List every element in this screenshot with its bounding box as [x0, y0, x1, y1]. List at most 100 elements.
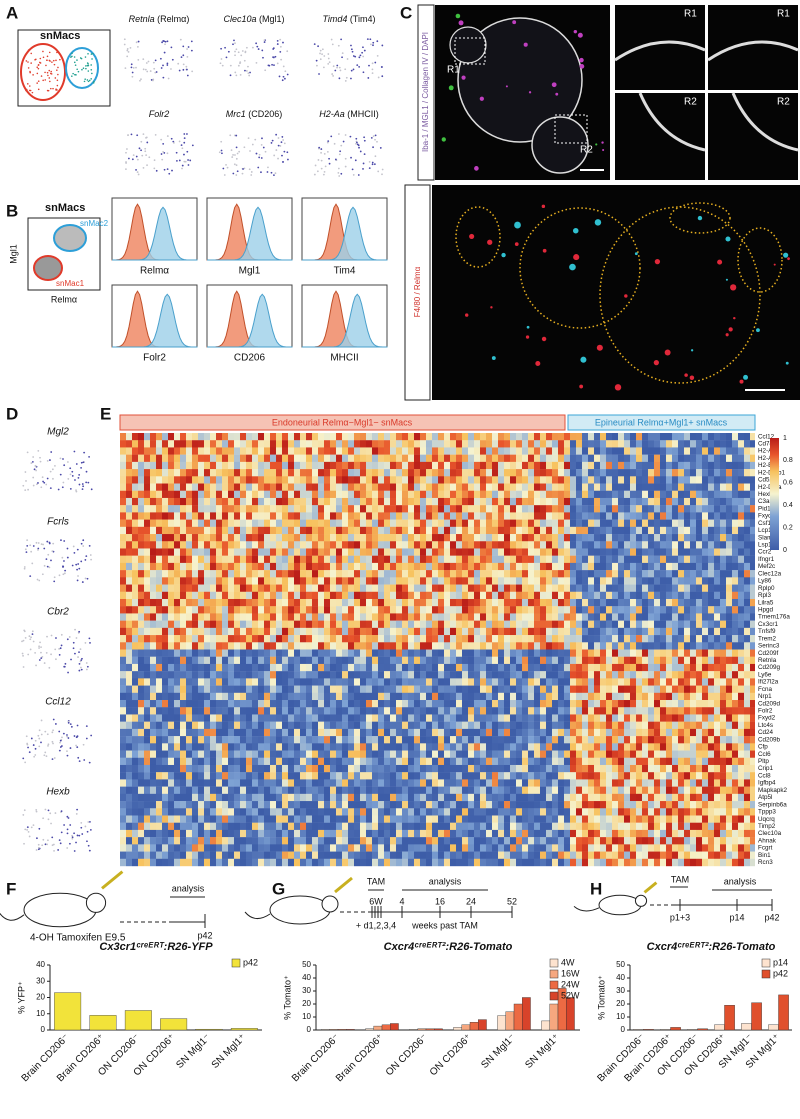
heatmap-cell [312, 490, 318, 499]
heatmap-cell [480, 512, 486, 520]
heatmap-cell [648, 497, 654, 506]
heatmap-cell [600, 620, 606, 629]
heatmap-cell [168, 606, 174, 614]
heatmap-cell [342, 526, 348, 535]
heatmap-cell [570, 548, 576, 556]
heatmap-cell [240, 671, 246, 679]
heatmap-cell [384, 476, 390, 484]
heatmap-cell [300, 454, 306, 463]
heatmap-cell [648, 526, 654, 535]
cell-dot [166, 64, 169, 66]
cell-dot [47, 553, 50, 556]
cell-dot [42, 480, 44, 483]
heatmap-cell [168, 685, 174, 693]
heatmap-cell [606, 461, 612, 470]
heatmap-cell [168, 505, 174, 513]
histogram [207, 293, 293, 348]
heatmap-cell [588, 685, 594, 693]
heatmap-cell [276, 469, 282, 477]
heatmap-cell [126, 620, 132, 629]
gene-label: Fcrls [47, 517, 69, 528]
cell-dot [313, 173, 316, 176]
cell-dot [50, 822, 52, 825]
heatmap-cell [588, 519, 594, 528]
cell-speck [526, 325, 530, 329]
heatmap-cell [318, 570, 324, 578]
cell-dot [184, 160, 187, 163]
heatmap-cell [702, 620, 708, 629]
cell-dot [366, 38, 369, 41]
heatmap-cell [582, 541, 588, 549]
heatmap-cell [444, 483, 450, 491]
panel-label: B [6, 201, 18, 220]
heatmap-cell [270, 620, 276, 629]
heatmap-cell [378, 534, 384, 542]
heatmap-cell [240, 447, 246, 455]
cell-dot [23, 809, 26, 812]
heatmap-cell [348, 635, 354, 643]
heatmap-cell [144, 519, 150, 528]
cell-dot [368, 160, 371, 163]
heatmap-cell [720, 692, 726, 701]
heatmap-cell [732, 505, 738, 513]
heatmap-cell [498, 692, 504, 701]
heatmap-cell [132, 606, 138, 614]
heatmap-cell [318, 534, 324, 542]
heatmap-cell [168, 656, 174, 665]
heatmap-cell [342, 598, 348, 607]
cell-speck [596, 344, 603, 351]
heatmap-cell [498, 461, 504, 470]
heatmap-cell [600, 476, 606, 484]
heatmap-cell [390, 692, 396, 701]
heatmap-cell [276, 671, 282, 679]
heatmap-cell [702, 447, 708, 455]
heatmap-cell [726, 627, 732, 636]
heatmap-cell [474, 642, 480, 650]
heatmap-cell [456, 584, 462, 592]
heatmap-cell [516, 570, 522, 578]
heatmap-cell [324, 534, 330, 542]
cell-dot [44, 843, 47, 846]
heatmap-cell [300, 534, 306, 542]
heatmap-cell [570, 490, 576, 499]
heatmap-cell [564, 663, 570, 672]
heatmap-cell [654, 635, 660, 643]
heatmap-cell [540, 433, 546, 441]
heatmap-cell [702, 548, 708, 556]
heatmap-cell [270, 584, 276, 592]
heatmap-cell [648, 606, 654, 614]
heatmap-cell [360, 591, 366, 600]
heatmap-cell [606, 469, 612, 477]
heatmap-cell [702, 454, 708, 463]
heatmap-cell [474, 606, 480, 614]
heatmap-cell [678, 591, 684, 600]
gene-label: Hexb [46, 787, 70, 798]
heatmap-cell [306, 534, 312, 542]
cell-dot [84, 825, 87, 828]
heatmap-cell [318, 678, 324, 686]
heatmap-cell [720, 663, 726, 672]
cell-dot [273, 174, 275, 177]
heatmap-cell [702, 656, 708, 665]
cell-dot [66, 847, 69, 849]
heatmap-cell [198, 598, 204, 607]
heatmap-cell [744, 548, 750, 556]
heatmap-cell [636, 562, 642, 571]
cell-dot [282, 65, 285, 68]
heatmap-cell [732, 433, 738, 441]
heatmap-cell [492, 454, 498, 463]
heatmap-cell [288, 591, 294, 600]
heatmap-cell [474, 483, 480, 491]
heatmap-cell [516, 548, 522, 556]
heatmap-cell [174, 598, 180, 607]
heatmap-cell [750, 548, 755, 556]
heatmap-cell [144, 534, 150, 542]
cell-dot [33, 755, 36, 758]
heatmap-cell [138, 685, 144, 693]
heatmap-cell [726, 656, 732, 665]
heatmap-cell [534, 469, 540, 477]
cell-dot [261, 137, 263, 140]
heatmap-cell [150, 447, 156, 455]
heatmap-cell [192, 440, 198, 448]
heatmap-cell [522, 584, 528, 592]
